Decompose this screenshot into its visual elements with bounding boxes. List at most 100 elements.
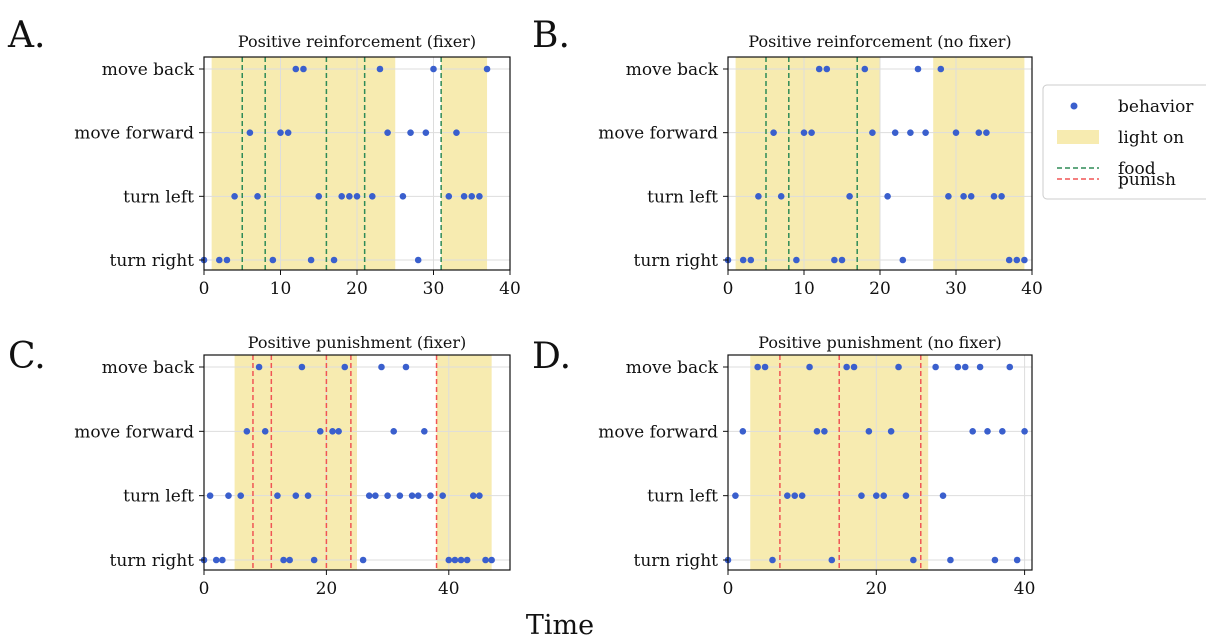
behavior-point (975, 129, 983, 136)
behavior-point (747, 256, 755, 264)
behavior-point (960, 193, 967, 200)
panel-letter: D. (532, 336, 571, 377)
behavior-point (237, 492, 245, 499)
y-tick-label: turn left (123, 487, 194, 507)
legend-food-label: food (1118, 159, 1156, 179)
y-tick-label: turn right (634, 551, 719, 571)
behavior-point (902, 492, 910, 499)
behavior-point (483, 65, 491, 73)
behavior-point (755, 193, 762, 200)
panel-title: Positive punishment (fixer) (248, 333, 466, 352)
behavior-point (223, 256, 231, 264)
behavior-point (246, 129, 254, 136)
behavior-point (798, 492, 806, 499)
behavior-point (407, 129, 414, 136)
behavior-point (300, 65, 307, 73)
light-on-span (234, 355, 357, 570)
behavior-point (453, 129, 460, 136)
legend-frame (1042, 84, 1206, 200)
behavior-point (390, 428, 398, 435)
behavior-point (872, 492, 880, 499)
behavior-point (884, 193, 891, 200)
behavior-point (843, 363, 850, 371)
panel-title: Positive reinforcement (fixer) (238, 32, 476, 51)
behavior-point (402, 363, 410, 371)
behavior-point (808, 129, 815, 136)
y-tick-label: turn left (647, 487, 718, 507)
behavior-point (967, 193, 975, 200)
behavior-point (307, 256, 315, 264)
behavior-point (821, 428, 828, 435)
behavior-point (869, 129, 876, 136)
behavior-point (414, 492, 422, 499)
behavior-point (791, 492, 799, 499)
behavior-point (255, 363, 263, 371)
behavior-point (806, 363, 813, 371)
x-tick-label: 30 (423, 279, 445, 299)
behavior-point (990, 193, 998, 200)
y-tick-label: move back (102, 358, 195, 378)
behavior-point (952, 129, 960, 136)
behavior-point (384, 129, 391, 136)
x-tick-label: 0 (723, 579, 734, 599)
behavior-point (1013, 556, 1021, 564)
behavior-point (269, 256, 277, 264)
legend-behavior-label: behavior (1118, 97, 1194, 117)
x-tick-label: 40 (438, 579, 460, 599)
behavior-point (286, 556, 293, 564)
legend-item-behavior: behavior (1070, 97, 1194, 117)
behavior-point (482, 556, 489, 564)
behavior-point (769, 556, 776, 564)
legend-punish-label: punish (1118, 170, 1176, 190)
behavior-point (341, 363, 349, 371)
legend-light-patch (1057, 130, 1099, 144)
panel-3: 0 20 40 turn right turn left move forward move… (8, 333, 511, 599)
legend: behavior light on food punish (1042, 84, 1206, 200)
x-tick-label: 0 (199, 279, 210, 299)
light-on-span (735, 57, 880, 270)
behavior-point (408, 492, 416, 499)
x-tick-label: 20 (316, 579, 338, 599)
x-tick-label: 10 (793, 279, 815, 299)
behavior-point (793, 256, 800, 264)
behavior-point (254, 193, 261, 200)
behavior-point (329, 428, 336, 435)
legend-light-label: light on (1118, 128, 1184, 148)
behavior-point (907, 129, 914, 136)
behavior-point (460, 193, 468, 200)
behavior-point (231, 193, 238, 200)
y-tick-label: move back (626, 60, 719, 80)
legend-behavior-marker (1070, 102, 1078, 110)
y-tick-label: move forward (598, 422, 718, 442)
panel-1: 0 10 20 30 40 turn right turn left move forward… (7, 15, 521, 299)
behavior-point (298, 363, 306, 371)
behavior-point (304, 492, 312, 499)
behavior-point (292, 492, 300, 499)
behavior-point (895, 363, 902, 371)
panel-2: 0 10 20 30 40 turn right turn left move forward… (532, 15, 1043, 299)
behavior-point (292, 65, 300, 73)
behavior-point (739, 428, 747, 435)
behavior-point (922, 129, 929, 136)
behavior-point (346, 193, 353, 200)
behavior-point (858, 492, 865, 499)
behavior-point (463, 556, 471, 564)
light-on-span (211, 57, 396, 270)
behavior-point (365, 492, 373, 499)
behavior-point (991, 556, 999, 564)
plot-frame (203, 354, 511, 571)
behavior-point (1005, 256, 1013, 264)
behavior-point (457, 556, 465, 564)
behavior-point (732, 492, 739, 499)
plot-frame (727, 354, 1033, 571)
behavior-point (469, 492, 477, 499)
behavior-point (998, 193, 1005, 200)
behavior-point (939, 492, 947, 499)
y-tick-label: turn left (647, 187, 718, 207)
behavior-point (800, 129, 808, 136)
x-tick-label: 0 (199, 579, 210, 599)
behavior-point (427, 492, 434, 499)
behavior-point (476, 193, 483, 200)
behavior-point (891, 129, 899, 136)
